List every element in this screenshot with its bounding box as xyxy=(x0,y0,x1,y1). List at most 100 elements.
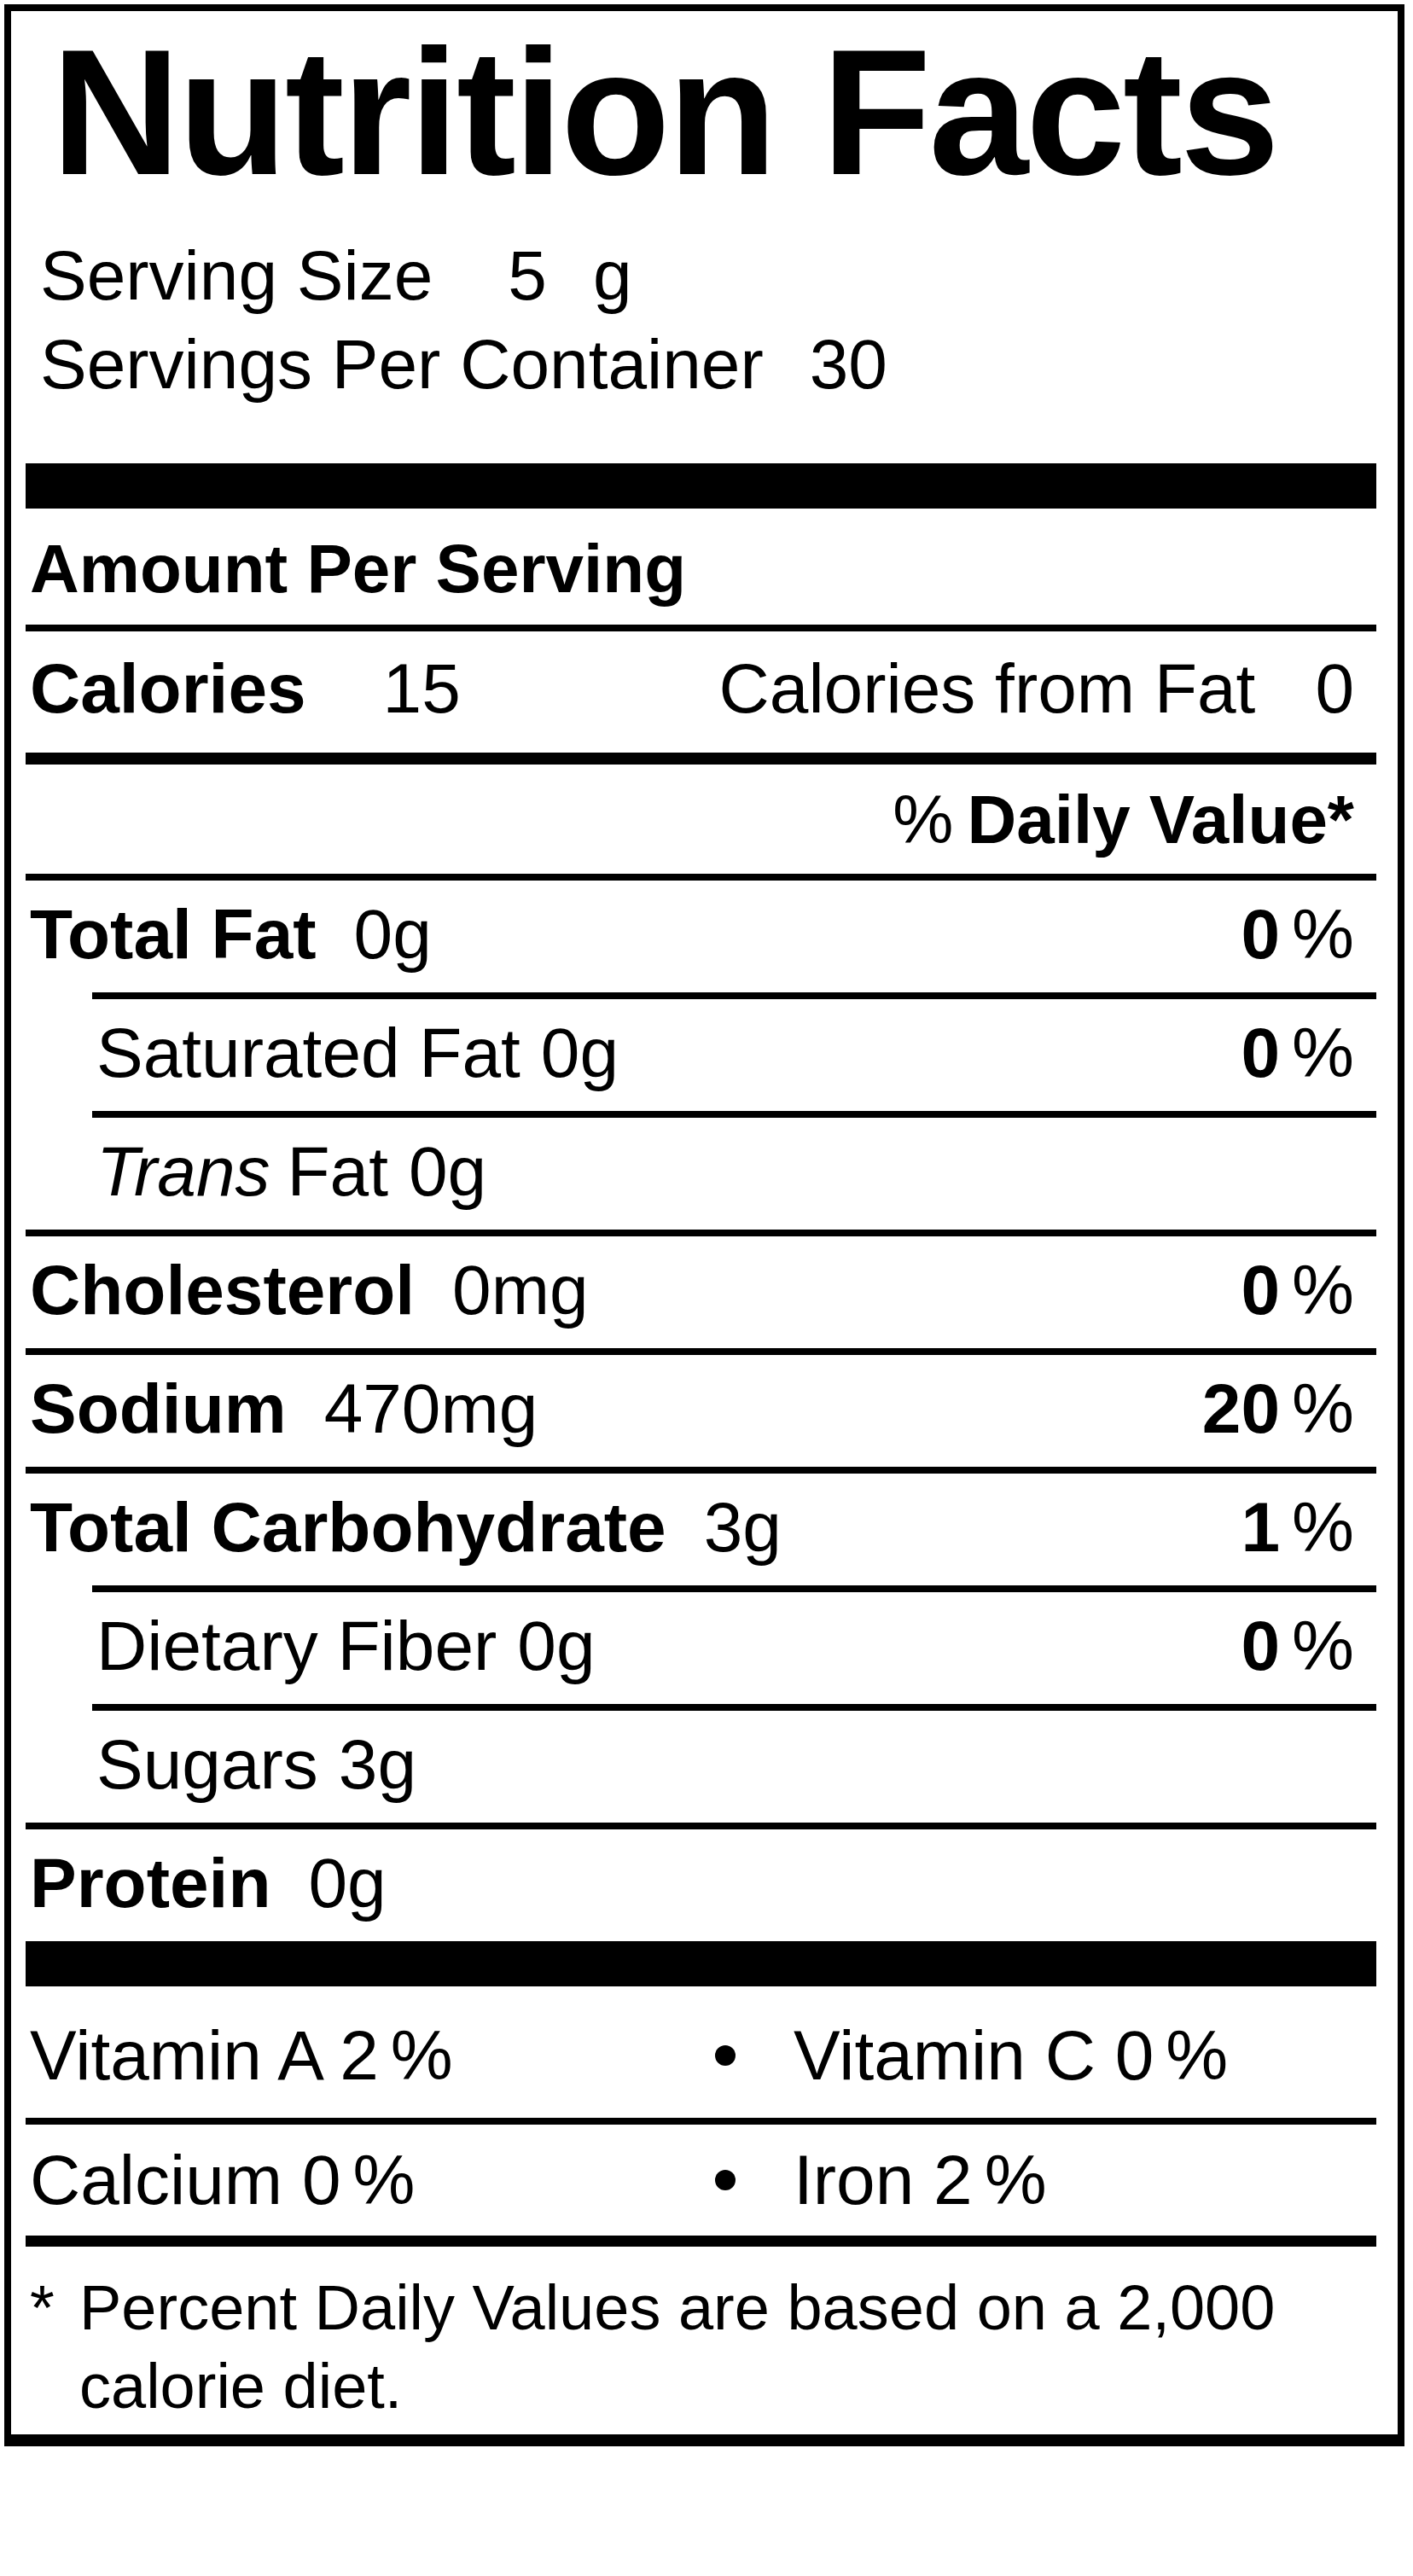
daily-value-cell: 0% xyxy=(1241,899,1376,969)
percent-sign: % xyxy=(1292,1251,1354,1329)
bullet-icon xyxy=(715,2045,736,2066)
nutrient-row-saturated-fat: Saturated Fat0g0% xyxy=(92,992,1376,1111)
daily-value-number: 0 xyxy=(1241,1607,1280,1684)
nutrient-left: Total Carbohydrate3g xyxy=(30,1492,782,1562)
vitamin-name: Iron 2 xyxy=(794,2141,973,2218)
percent-sign: % xyxy=(1292,1014,1354,1091)
nutrient-name: Dietary Fiber xyxy=(96,1607,497,1684)
nutrient-row-trans: TransFat 0g xyxy=(92,1111,1376,1230)
nutrient-row-protein: Protein 0g xyxy=(26,1823,1376,1941)
vitamin-row-1: Vitamin A 2%Vitamin C 0% xyxy=(26,1986,1376,2125)
nutrient-name: Saturated Fat xyxy=(96,1014,520,1091)
daily-value-header: %Daily Value* xyxy=(26,765,1376,881)
daily-value-number: 0 xyxy=(1241,1014,1280,1091)
nutrition-label: Nutrition Facts Serving Size 5g Servings … xyxy=(4,4,1404,2446)
nutrient-amount: 470mg xyxy=(324,1369,538,1447)
vitamin-name: Vitamin A 2 xyxy=(30,2016,379,2094)
daily-value-number: 20 xyxy=(1202,1369,1280,1447)
label-title: Nutrition Facts xyxy=(51,23,1376,202)
serving-size-value: 5 xyxy=(508,236,547,314)
percent-sign: % xyxy=(1292,1607,1354,1684)
nutrient-left: Saturated Fat0g xyxy=(96,1018,619,1088)
servings-per-container-value: 30 xyxy=(810,325,887,403)
footnote-marker: * xyxy=(30,2269,79,2426)
percent-sign: % xyxy=(1292,895,1354,973)
calories-label: Calories xyxy=(30,649,306,727)
separator-bar-bottom xyxy=(26,1941,1376,1986)
daily-value-header-text: Daily Value* xyxy=(967,782,1354,858)
nutrient-amount: 0g xyxy=(354,895,432,973)
serving-block: Serving Size 5g Servings Per Container 30 xyxy=(40,231,1376,409)
percent-sign: % xyxy=(1166,2016,1228,2094)
daily-value-cell: 0% xyxy=(1241,1611,1376,1681)
calories-value: 15 xyxy=(383,649,461,727)
nutrient-name: Cholesterol xyxy=(30,1251,415,1329)
calories-left: Calories15 xyxy=(30,654,461,724)
nutrient-amount: 0g xyxy=(541,1014,619,1091)
serving-size-unit: g xyxy=(593,236,632,314)
nutrient-left: Dietary Fiber0g xyxy=(96,1611,596,1681)
daily-value-cell: 0% xyxy=(1241,1255,1376,1325)
vitamin-item-vitamin-c: Vitamin C 0% xyxy=(751,2021,1376,2090)
footnote: * Percent Daily Values are based on a 2,… xyxy=(30,2269,1376,2426)
daily-value-number: 0 xyxy=(1241,895,1280,973)
daily-value-cell: 20% xyxy=(1202,1374,1376,1444)
nutrient-left: Cholesterol0mg xyxy=(30,1255,589,1325)
nutrient-amount: 0g xyxy=(409,1132,486,1210)
nutrient-row-sugars: Sugars 3g xyxy=(92,1704,1376,1823)
nutrient-left: Protein0g xyxy=(30,1848,387,1918)
nutrient-amount: 0g xyxy=(517,1607,595,1684)
nutrient-name-suffix: Fat xyxy=(288,1132,388,1210)
calories-from-fat-label: Calories from Fat xyxy=(719,649,1256,727)
nutrient-name: Protein xyxy=(30,1844,270,1922)
footnote-text: Percent Daily Values are based on a 2,00… xyxy=(79,2269,1334,2426)
calories-row: Calories15 Calories from Fat0 xyxy=(26,631,1376,765)
serving-size-row: Serving Size 5g xyxy=(40,231,1376,320)
vitamin-name: Calcium 0 xyxy=(30,2141,341,2218)
nutrient-row-total-carbohydrate: Total Carbohydrate3g1% xyxy=(26,1467,1376,1585)
daily-value-number: 1 xyxy=(1241,1488,1280,1566)
nutrient-amount: 3g xyxy=(704,1488,782,1566)
serving-size-label: Serving Size xyxy=(40,236,433,314)
nutrient-left: Total Fat0g xyxy=(30,899,432,969)
daily-value-cell: 1% xyxy=(1241,1492,1376,1562)
nutrient-row-sodium: Sodium470mg20% xyxy=(26,1348,1376,1467)
nutrient-left: Sodium470mg xyxy=(30,1374,538,1444)
nutrient-name: Total Fat xyxy=(30,895,317,973)
percent-sign: % xyxy=(985,2141,1047,2218)
nutrient-name: Total Carbohydrate xyxy=(30,1488,666,1566)
percent-sign: % xyxy=(1292,1488,1354,1566)
bullet-icon xyxy=(715,2170,736,2190)
page-background: Nutrition Facts Serving Size 5g Servings … xyxy=(0,0,1413,2576)
percent-sign: % xyxy=(1292,1369,1354,1447)
percent-sign: % xyxy=(391,2016,453,2094)
calories-from-fat: Calories from Fat0 xyxy=(719,654,1376,724)
percent-sign: % xyxy=(353,2141,416,2218)
vitamin-item-iron: Iron 2% xyxy=(751,2145,1376,2215)
vitamin-item-calcium: Calcium 0% xyxy=(30,2145,700,2215)
servings-per-container-label: Servings Per Container xyxy=(40,325,764,403)
vitamin-item-vitamin-a: Vitamin A 2% xyxy=(30,2021,700,2090)
nutrient-left: TransFat0g xyxy=(96,1137,486,1207)
nutrient-row-cholesterol: Cholesterol0mg0% xyxy=(26,1230,1376,1348)
nutrient-name: Sugars xyxy=(96,1725,318,1803)
nutrient-row-total-fat: Total Fat0g0% xyxy=(26,881,1376,992)
nutrient-amount: 3g xyxy=(339,1725,416,1803)
nutrient-left: Sugars3g xyxy=(96,1730,416,1800)
daily-value-percent-sign: % xyxy=(893,782,953,858)
servings-per-container-row: Servings Per Container 30 xyxy=(40,320,1376,409)
calories-from-fat-value: 0 xyxy=(1315,649,1354,727)
vitamin-name: Vitamin C 0 xyxy=(794,2016,1154,2094)
nutrient-rows: Total Fat0g0%Saturated Fat0g0%TransFat0g… xyxy=(26,881,1376,1941)
nutrient-amount: 0g xyxy=(308,1844,386,1922)
daily-value-cell: 0% xyxy=(1241,1018,1376,1088)
vitamin-row-2: Calcium 0%Iron 2% xyxy=(26,2125,1376,2247)
nutrient-row-dietary-fiber: Dietary Fiber0g0% xyxy=(92,1585,1376,1704)
daily-value-number: 0 xyxy=(1241,1251,1280,1329)
nutrient-name: Trans xyxy=(96,1132,270,1210)
amount-per-serving-header: Amount Per Serving xyxy=(26,509,1376,631)
nutrient-name: Sodium xyxy=(30,1369,287,1447)
nutrient-amount: 0mg xyxy=(452,1251,589,1329)
separator-bar-top xyxy=(26,463,1376,509)
vitamin-rows: Vitamin A 2%Vitamin C 0%Calcium 0%Iron 2… xyxy=(26,1986,1376,2247)
